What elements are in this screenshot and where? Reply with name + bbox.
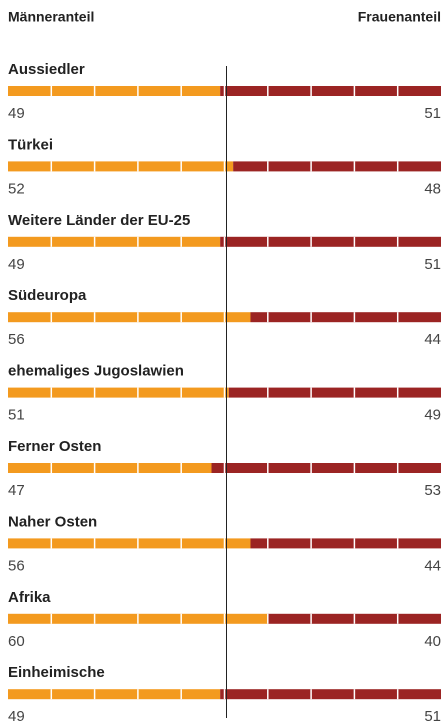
legend-right: Frauenanteil	[358, 9, 441, 25]
category-label: Ferner Osten	[8, 438, 101, 455]
category-label: Türkei	[8, 136, 53, 153]
bar-segment	[8, 161, 234, 172]
category-label: Afrika	[8, 589, 51, 606]
legend-left: Männeranteil	[8, 9, 94, 25]
value-label: 40	[424, 633, 441, 650]
category-label: Weitere Länder der EU-25	[8, 212, 190, 229]
bar-segment	[8, 312, 251, 323]
bar-segment	[220, 689, 441, 700]
value-label: 49	[8, 708, 25, 725]
value-label: 51	[8, 407, 25, 424]
value-label: 56	[8, 557, 25, 574]
value-label: 56	[8, 331, 25, 348]
bar-segment	[228, 387, 441, 398]
value-label: 60	[8, 633, 25, 650]
bar-segment	[8, 463, 212, 473]
value-label: 49	[8, 105, 25, 122]
value-label: 49	[424, 407, 441, 424]
bar-segment	[8, 387, 229, 398]
category-label: Südeuropa	[8, 287, 87, 304]
value-label: 44	[424, 557, 441, 574]
value-label: 52	[8, 180, 25, 197]
value-label: 44	[424, 331, 441, 348]
value-label: 51	[424, 708, 441, 725]
value-label: 48	[424, 180, 441, 197]
category-label: Einheimische	[8, 664, 105, 681]
bar-segment	[233, 161, 441, 172]
value-label: 49	[8, 256, 25, 273]
value-label: 47	[8, 482, 25, 499]
category-label: Naher Osten	[8, 513, 97, 530]
category-label: ehemaliges Jugoslawien	[8, 363, 184, 380]
bar-segment	[220, 86, 441, 96]
bar-segment	[211, 463, 441, 473]
bar-segment	[8, 689, 221, 700]
bar-segment	[8, 236, 221, 247]
bar-segment	[8, 86, 221, 96]
bar-segment	[8, 538, 251, 549]
bar-segment	[250, 312, 441, 323]
bar-segment	[220, 236, 441, 247]
value-label: 51	[424, 256, 441, 273]
value-label: 53	[424, 482, 441, 499]
category-label: Aussiedler	[8, 61, 85, 78]
value-label: 51	[424, 105, 441, 122]
bar-segment	[250, 538, 441, 549]
